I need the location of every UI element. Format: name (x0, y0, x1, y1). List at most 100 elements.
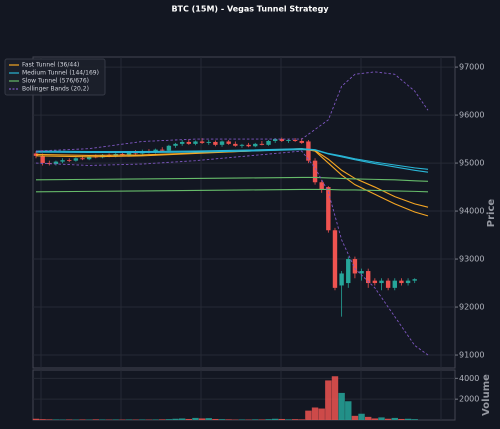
volume-bar (298, 419, 305, 420)
candle-body (399, 280, 404, 284)
legend-label: Bollinger Bands (20,2) (22, 86, 89, 93)
volume-bar (378, 417, 385, 420)
legend-box (4, 58, 106, 96)
candle-body (286, 140, 291, 141)
volume-bar (32, 418, 40, 420)
volume-axis-label: Volume (481, 374, 492, 416)
volume-bar (192, 417, 199, 420)
y-tick-label: 94000 (459, 207, 484, 216)
y-tick-label: 97000 (459, 63, 484, 72)
legend-label: Medium Tunnel (144/169) (22, 70, 99, 77)
volume-bar (271, 418, 279, 420)
volume-bar (265, 419, 272, 420)
volume-bar (365, 416, 372, 420)
volume-bar (398, 418, 405, 420)
candle-body (352, 259, 358, 274)
candle-body (405, 280, 411, 284)
volume-bar (358, 413, 365, 420)
volume-bar (225, 419, 232, 420)
candle-body (233, 143, 238, 146)
volume-bar (152, 419, 159, 420)
candle-body (279, 139, 285, 141)
volume-bar (252, 419, 259, 420)
candle-body (292, 140, 298, 141)
candle-body (246, 144, 251, 147)
volume-bar (125, 419, 133, 420)
volume-bar (278, 418, 286, 420)
candle-body (193, 141, 198, 144)
candle-body (73, 158, 79, 161)
candle-body (253, 143, 258, 147)
indicator-line (35, 149, 429, 173)
volume-bar (404, 418, 412, 420)
volume-bar (391, 417, 398, 420)
candle-body (306, 141, 311, 161)
candle-body (385, 280, 391, 288)
y-tick-label: 93000 (459, 255, 484, 264)
candle-body (359, 271, 364, 274)
candle-body (173, 143, 178, 146)
volume-bar (285, 419, 292, 420)
volume-bar (318, 408, 325, 420)
volume-bar (178, 418, 186, 420)
y-tick-label: 92000 (459, 303, 484, 312)
indicator-line (35, 148, 429, 217)
volume-bar (79, 419, 86, 420)
candle-body (199, 141, 205, 143)
candle-body (299, 140, 304, 143)
candle-body (339, 273, 344, 286)
indicator-line (35, 148, 429, 208)
chart-title: BTC (15M) - Vegas Tunnel Strategy (171, 5, 329, 14)
volume-bar (311, 407, 319, 420)
volume-bar (198, 418, 206, 420)
candle-body (166, 145, 172, 151)
indicator-line (35, 176, 429, 182)
candle-body (120, 153, 125, 155)
volume-bar (66, 419, 73, 420)
volume-tick-label: 4000 (459, 374, 479, 383)
candle-body (206, 141, 211, 143)
volume-tick-label: 2000 (459, 395, 479, 404)
candle-body (366, 271, 371, 284)
candle-body (392, 280, 397, 288)
candle-body (53, 161, 59, 165)
volume-bar (218, 419, 226, 420)
candle-body (213, 141, 218, 145)
volume-bar (172, 418, 179, 420)
candle-body (326, 187, 331, 231)
volume-bar (159, 419, 166, 420)
volume-bar (99, 419, 106, 420)
candle-body (40, 155, 45, 164)
volume-bar (39, 419, 46, 420)
y-axis-label: Price (486, 199, 497, 228)
volume-bar (351, 415, 359, 420)
candle-body (126, 152, 132, 155)
volume-bar (338, 392, 345, 420)
candle-body (272, 139, 278, 141)
volume-bar (139, 419, 146, 420)
price-frame (32, 56, 456, 369)
candle-body (239, 144, 245, 146)
volume-bar (185, 418, 193, 420)
volume-bar (325, 380, 332, 420)
candle-body (80, 158, 85, 160)
volume-bar (371, 418, 379, 420)
candle-body (179, 141, 185, 144)
volume-bar (212, 418, 219, 420)
candle-body (226, 141, 231, 144)
legend-label: Fast Tunnel (36/44) (22, 62, 79, 69)
volume-bar (205, 418, 212, 420)
volume-bar (112, 419, 119, 420)
legend-label: Slow Tunnel (576/676) (22, 78, 89, 85)
candle-body (47, 163, 52, 165)
indicator-line (35, 188, 429, 193)
volume-bar (165, 419, 173, 420)
volume-bar (411, 419, 418, 420)
candle-body (372, 280, 378, 284)
candle-body (86, 156, 92, 160)
y-tick-label: 91000 (459, 351, 484, 360)
candle-body (186, 141, 192, 144)
volume-bar (92, 419, 99, 420)
